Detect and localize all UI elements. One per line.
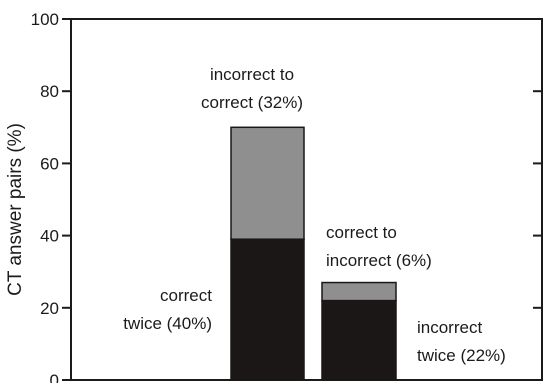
bars-layer [230, 126, 397, 381]
annotation-correct-twice-line: twice (40%) [123, 314, 212, 333]
annotation-correct-to-incorrect-line: correct to [326, 223, 397, 242]
axes-layer: 0 20 40 60 80 100 CT answer pairs (%) [5, 10, 543, 383]
annotation-incorrect-twice-line: incorrect [417, 318, 482, 337]
bar-segment-changed [321, 281, 397, 302]
annotation-incorrect-to-correct-line: incorrect to [210, 65, 294, 84]
annotation-incorrect-twice-line: twice (22%) [417, 346, 506, 365]
bar-segment-correct-twice [230, 238, 305, 381]
y-tick-label: 60 [40, 154, 59, 173]
y-tick-label: 40 [40, 227, 59, 246]
annotation-correct-twice-line: correct [160, 286, 212, 305]
annotation-incorrect-to-correct-line: correct (32%) [201, 93, 303, 112]
y-tick-label: 80 [40, 82, 59, 101]
bar-segment-correct-twice [321, 299, 397, 381]
y-axis-label: CT answer pairs (%) [5, 123, 26, 296]
y-tick-label: 20 [40, 299, 59, 318]
y-tick-label: 100 [31, 10, 59, 29]
annotation-correct-to-incorrect-line: incorrect (6%) [326, 251, 432, 270]
y-tick-label: 0 [50, 371, 59, 383]
labels-layer: incorrect to correct (32%) correct twice (4… [123, 65, 506, 365]
bar-segment-changed [230, 126, 305, 240]
